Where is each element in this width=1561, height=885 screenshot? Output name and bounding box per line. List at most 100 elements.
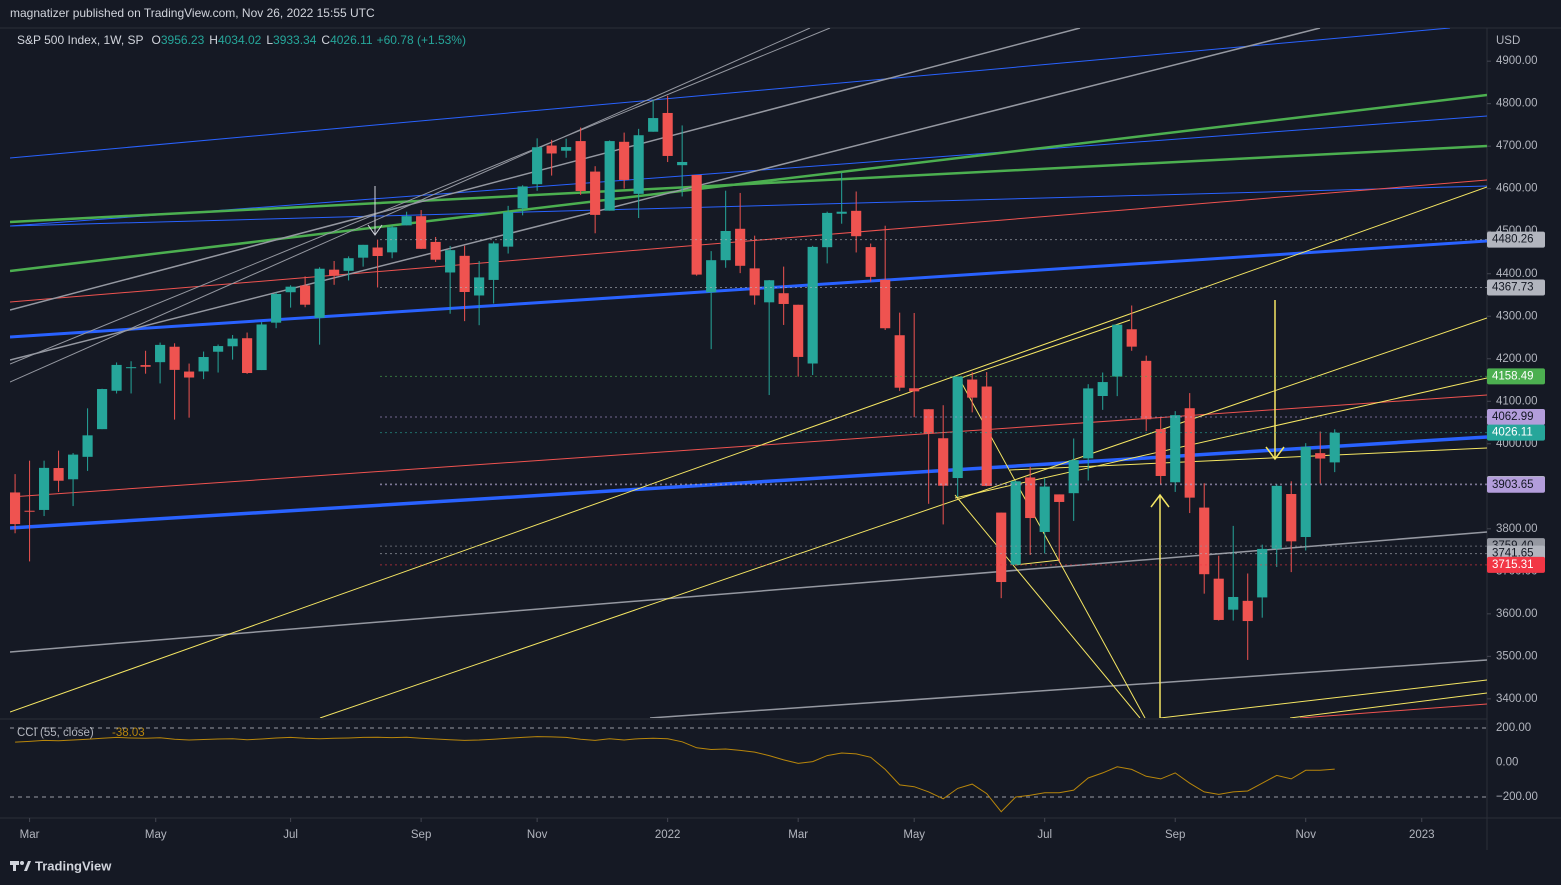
symbol-legend: S&P 500 Index, 1W, SP O3956.23 H4034.02 L39…	[17, 33, 466, 47]
candle-body	[735, 228, 746, 266]
x-tick-label: Nov	[527, 829, 548, 841]
y-tick-label: 4900.00	[1496, 55, 1538, 67]
candle-body	[213, 346, 224, 352]
candle-body	[778, 293, 789, 304]
brand: TradingView	[35, 858, 112, 873]
candle-body	[372, 247, 383, 257]
indicator-name: CCI (55, close)	[17, 727, 94, 739]
candle-body	[430, 241, 441, 260]
candle-body	[909, 388, 920, 392]
candle-body	[633, 135, 644, 194]
candle-body	[1199, 507, 1210, 575]
x-tick-label: 2023	[1409, 829, 1435, 841]
candle-body	[1315, 453, 1326, 459]
candle-body	[256, 324, 267, 371]
candle-body	[314, 268, 325, 318]
candle-body	[1010, 481, 1021, 565]
y-tick-label: 3600.00	[1496, 608, 1538, 620]
candle-body	[706, 260, 717, 293]
y-tick-label: 4100.00	[1496, 395, 1538, 407]
candle-body	[677, 161, 688, 166]
candle-body	[1257, 548, 1268, 598]
x-tick-label: Sep	[1165, 829, 1185, 841]
candle-body	[575, 141, 586, 191]
price-label-box	[1487, 409, 1545, 426]
candle-body	[604, 141, 615, 211]
candle-body	[242, 338, 253, 374]
candle-body	[619, 141, 630, 180]
indicator-tick-label: 200.00	[1496, 722, 1531, 734]
candle-body	[1039, 486, 1050, 532]
candle-body	[793, 304, 804, 357]
y-tick-label: 4300.00	[1496, 310, 1538, 322]
indicator-tick-label: 0.00	[1496, 757, 1518, 769]
ohlc-value: 3933.34	[273, 33, 317, 47]
candle-body	[416, 216, 427, 249]
candle-body	[836, 211, 847, 214]
candle-body	[24, 510, 35, 512]
indicator-tick-label: −200.00	[1496, 791, 1538, 803]
candle-body	[1097, 382, 1108, 397]
candle-body	[996, 512, 1007, 583]
candle-body	[126, 367, 137, 369]
candle-body	[111, 364, 122, 391]
ohlc-value: 4026.11	[330, 33, 373, 47]
price-label: 3903.65	[1492, 479, 1534, 491]
marks	[10, 95, 1487, 660]
candle-body	[532, 147, 543, 185]
candle-body	[1025, 477, 1036, 519]
candle-body	[169, 346, 180, 370]
candle-body	[227, 338, 238, 347]
candle-body	[488, 243, 499, 280]
candle-body	[590, 171, 601, 215]
y-tick-label: 3500.00	[1496, 650, 1538, 662]
ohlc-label: L	[266, 33, 273, 47]
candle-body	[720, 230, 731, 261]
x-tick-label: Jul	[283, 829, 298, 841]
candle-body	[952, 376, 963, 479]
candle-body	[691, 174, 702, 275]
candle-body	[1141, 360, 1152, 420]
symbol: S&P 500 Index, 1W, SP	[17, 33, 144, 47]
price-label: 4026.11	[1492, 427, 1533, 439]
price-label: 4480.26	[1492, 234, 1534, 246]
candle-body	[1155, 429, 1166, 476]
candle-body	[894, 335, 905, 388]
change: +60.78 (+1.53%)	[377, 33, 466, 47]
x-tick-label: Mar	[788, 829, 808, 841]
x-tick-label: Sep	[411, 829, 431, 841]
y-tick-label: 3400.00	[1496, 693, 1538, 705]
candle-body	[981, 386, 992, 486]
candle-body	[358, 244, 369, 258]
candle-body	[662, 112, 673, 156]
candle-body	[648, 118, 659, 132]
y-tick-label: 4000.00	[1496, 438, 1538, 450]
candle-body	[822, 212, 833, 248]
candle-body	[938, 438, 949, 486]
candle-body	[1083, 388, 1094, 459]
candle-body	[39, 467, 50, 510]
ohlc-label: O	[152, 33, 161, 47]
price-label-box	[1487, 424, 1545, 441]
currency: USD	[1496, 35, 1520, 47]
candle-body	[923, 409, 934, 434]
x-tick-label: Nov	[1296, 829, 1317, 841]
candle-body	[68, 454, 79, 480]
candle-body	[1228, 596, 1239, 610]
candle-body	[300, 285, 311, 305]
candle-body	[1271, 485, 1282, 549]
x-tick-label: Jul	[1037, 829, 1052, 841]
candle-body	[546, 145, 557, 154]
candle-body	[53, 468, 64, 481]
price-label-box	[1487, 231, 1545, 248]
ohlc-label: C	[321, 33, 330, 47]
ohlc-value: 3956.23	[161, 33, 205, 47]
candle-body	[343, 258, 354, 271]
candle-body	[387, 227, 398, 253]
candle-body	[1112, 324, 1123, 377]
y-tick-label: 4200.00	[1496, 353, 1538, 365]
candle-body	[401, 216, 412, 226]
candle-body	[155, 344, 166, 363]
candle-body	[1213, 578, 1224, 620]
candle-body	[967, 379, 978, 398]
